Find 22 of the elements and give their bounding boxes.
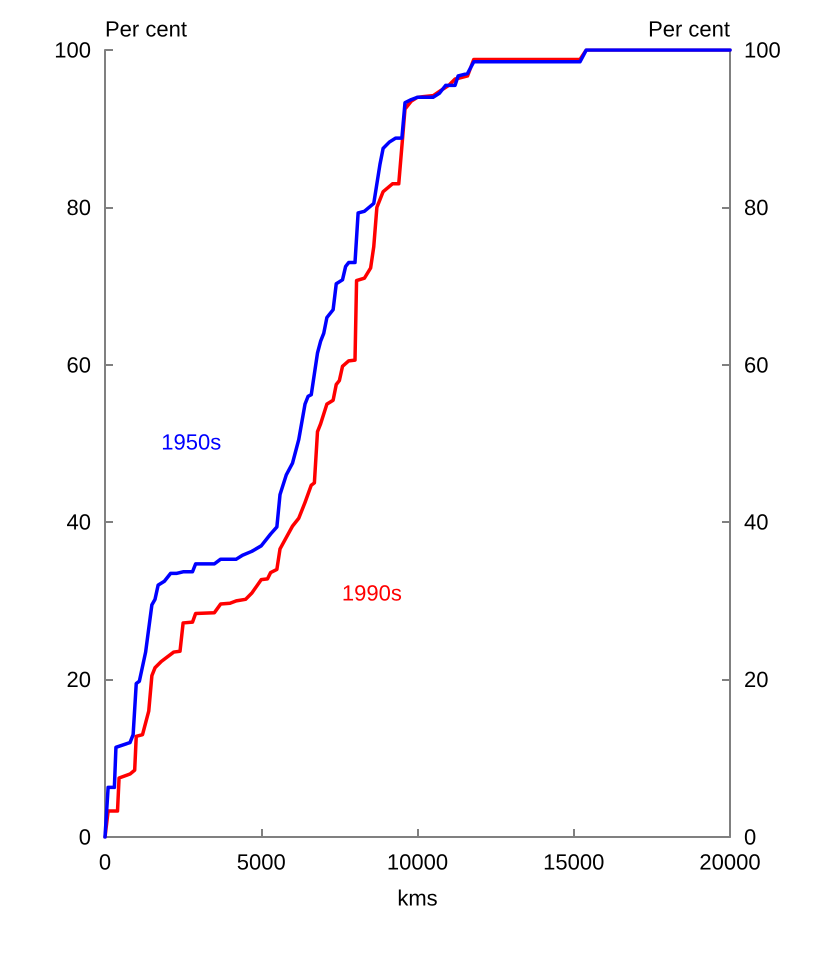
x-tick-label: 0 [98, 850, 112, 874]
y2-tick-label: 100 [744, 38, 781, 62]
y-tick-label: 80 [66, 194, 91, 220]
y2-tick-label: 20 [744, 667, 768, 692]
y-tick-label: 20 [66, 667, 91, 692]
text: 1950s [161, 429, 222, 454]
x-axis-title: kms [397, 886, 438, 910]
y-tick-label: 0 [78, 824, 91, 850]
y2-tick-label: 0 [744, 824, 756, 850]
y-tick-label: 100 [54, 38, 91, 62]
y-axis-title: Per cent [105, 16, 187, 42]
x-tick-label: 5000 [236, 850, 286, 874]
text: 1990s [342, 580, 402, 606]
x-tick-label: 10000 [386, 850, 448, 874]
x-tick-label: 20000 [699, 850, 761, 874]
y2-tick-label: 60 [744, 352, 768, 378]
y-tick-label: 40 [66, 510, 91, 535]
y2-tick-label: 80 [744, 194, 768, 220]
y-tick-label: 60 [66, 352, 91, 378]
y2-tick-label: 40 [744, 510, 768, 535]
x-tick-label: 15000 [543, 850, 604, 874]
y2-axis-title: Per cent [648, 16, 730, 42]
